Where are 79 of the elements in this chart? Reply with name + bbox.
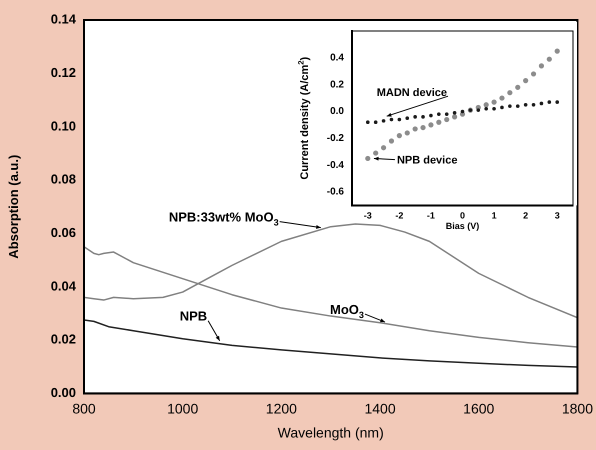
point [380,145,386,150]
y-tick-label: 0.04 [50,278,77,294]
x-axis-title: Wavelength (nm) [278,424,384,440]
point [484,107,488,111]
point [460,110,464,114]
point [508,104,512,108]
x-tick-label: -1 [426,210,435,220]
x-tick-label: 3 [554,210,560,220]
y-tick-label: 0.06 [50,224,76,240]
x-tick-label: -3 [364,210,372,220]
point [444,112,449,116]
x-tick-label: 1 [492,210,497,220]
point [523,78,528,84]
y-tick-label: -0.4 [326,160,344,171]
point [405,116,410,120]
point [452,111,456,115]
point [444,116,450,122]
x-tick-label: 1000 [167,400,198,417]
x-axis-title: Bias (V) [446,221,480,232]
point [515,84,520,90]
point [500,106,504,110]
point [437,112,441,116]
x-tick-label: 2 [523,210,528,220]
point [532,102,536,107]
y-tick-label: -0.6 [326,186,344,198]
x-tick-label: 1600 [463,400,495,417]
point [554,48,560,54]
y-axis-title: Absorption (a.u.) [6,154,21,259]
y-tick-label: 0.08 [50,172,76,187]
point [365,156,370,162]
y-tick-label: 0.2 [330,79,344,90]
point [484,102,489,108]
point [413,115,417,119]
y-tick-label: 0.12 [50,64,76,80]
point [538,63,544,68]
point [516,104,520,108]
x-tick-label: 800 [72,400,96,417]
point [540,102,544,106]
point [436,120,442,125]
point [491,100,497,105]
point [373,150,378,156]
point [382,119,386,123]
point [421,115,425,119]
annotation: NPB [180,308,208,324]
point [390,118,394,122]
point [476,108,480,112]
point [429,114,433,118]
point [507,90,512,96]
point [398,118,402,122]
x-tick-label: -2 [395,210,404,220]
y-tick-label: 0.0 [330,106,344,118]
y-tick-label: 0.14 [50,12,77,27]
point [499,95,505,101]
point [396,133,402,138]
y-tick-label: 0.4 [330,52,344,64]
y-tick-label: 0.00 [50,384,76,400]
point [412,126,418,132]
point [546,56,552,62]
x-tick-label: 0 [460,210,466,220]
y-tick-label: -0.2 [326,133,344,144]
point [374,120,378,124]
x-tick-label: 1200 [266,400,298,417]
point [555,100,560,104]
annotation: NPB device [396,154,458,166]
x-tick-label: 1800 [562,400,594,417]
x-tick-label: 1400 [364,400,396,417]
y-tick-label: 0.02 [50,332,76,347]
point [404,130,410,136]
point [530,71,536,77]
y-tick-label: 0.10 [50,118,76,134]
point [524,102,528,107]
point [492,107,496,111]
point [452,114,458,120]
point [388,138,394,144]
point [548,100,552,104]
point [366,120,370,124]
point [428,122,434,128]
point [420,124,426,130]
annotation: MADN device [376,87,448,100]
